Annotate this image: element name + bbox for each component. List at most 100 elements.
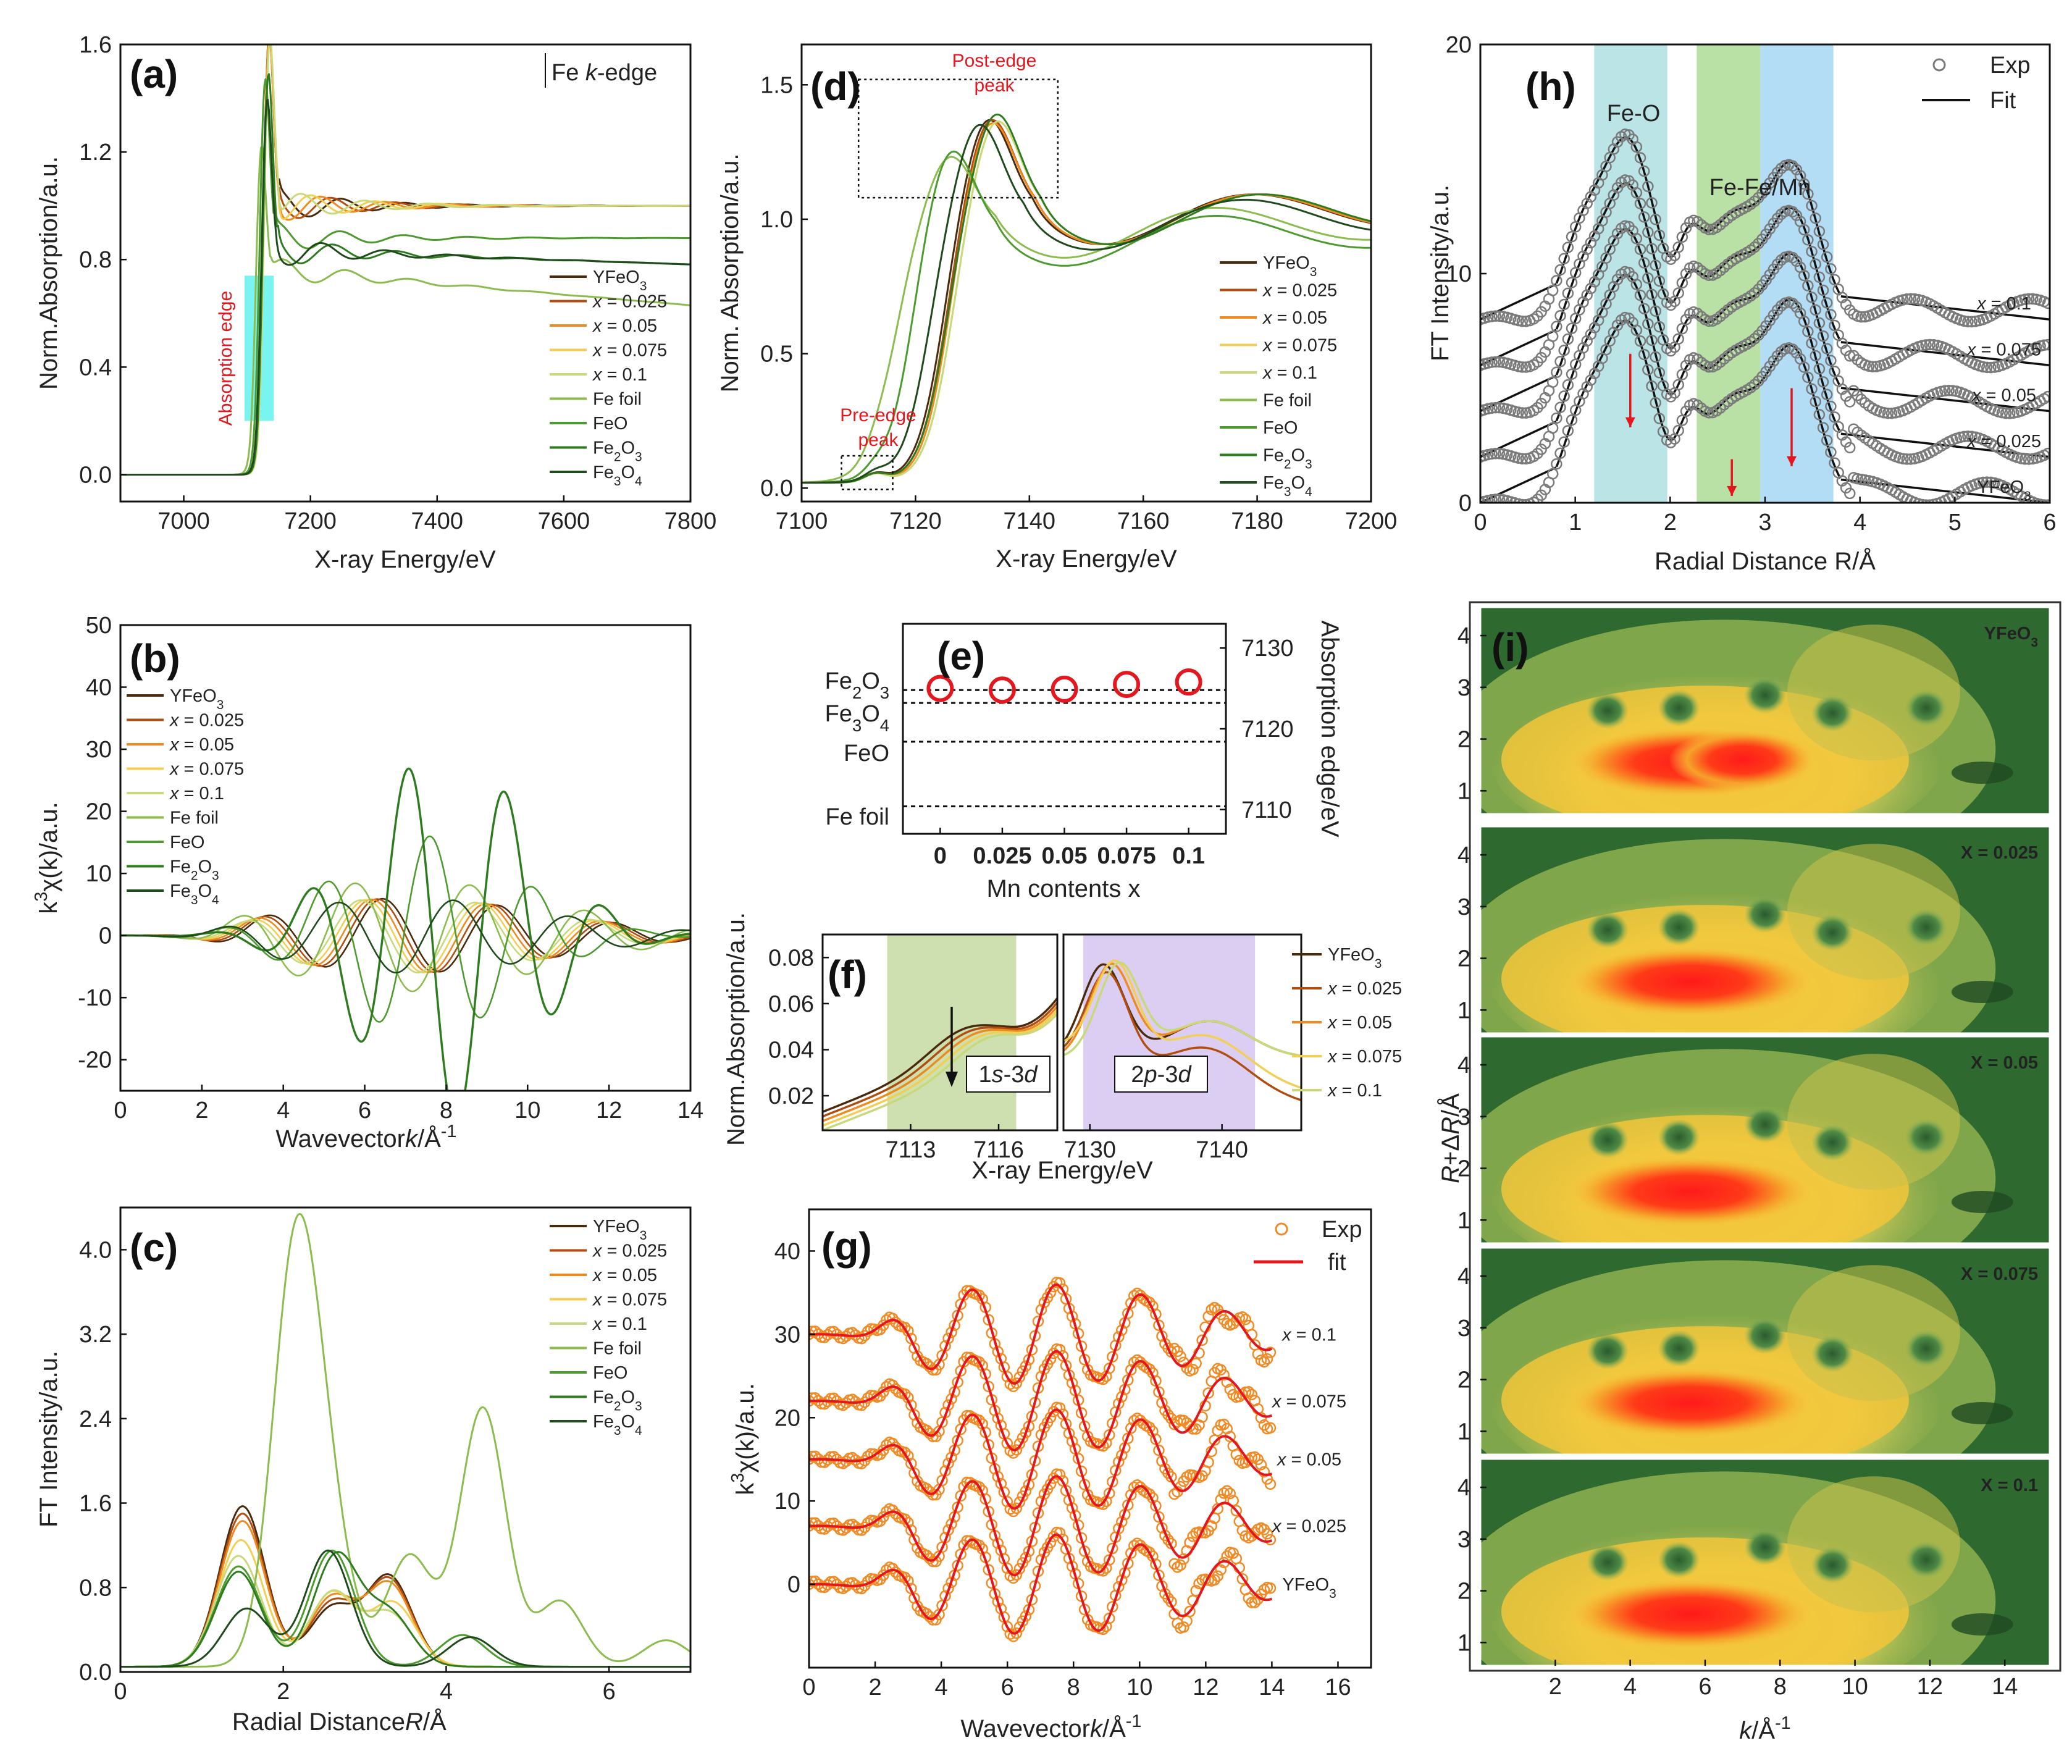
exp-point bbox=[1516, 453, 1529, 464]
wavelet-plot bbox=[1480, 1459, 2050, 1666]
post-edge-label: Post-edge bbox=[952, 51, 1037, 71]
label-box bbox=[966, 1056, 1051, 1093]
exp-point bbox=[1264, 1534, 1277, 1546]
exp-point bbox=[1153, 1444, 1165, 1456]
x-tick-label: 7100 bbox=[776, 508, 828, 534]
exp-point bbox=[1802, 326, 1814, 338]
exp-point bbox=[1175, 1350, 1186, 1363]
panel-label: (a) bbox=[130, 52, 178, 96]
exp-point bbox=[1566, 322, 1578, 334]
exp-point bbox=[887, 1563, 899, 1574]
exp-point bbox=[828, 1451, 840, 1463]
exp-point bbox=[1252, 1348, 1264, 1360]
exp-point bbox=[1810, 350, 1821, 362]
exp-point bbox=[1642, 318, 1654, 330]
exp-point bbox=[1665, 391, 1677, 403]
exp-point bbox=[1665, 253, 1677, 265]
exp-point bbox=[809, 1450, 818, 1463]
exp-point bbox=[1916, 498, 1928, 503]
fe-k-edge-label: Fe k-edge bbox=[552, 60, 657, 86]
y-tick-label: 2.4 bbox=[79, 1406, 112, 1432]
y-tick-label: 4 bbox=[1458, 623, 1470, 649]
exp-point bbox=[1486, 494, 1498, 503]
series-label: YFeO3 bbox=[1977, 477, 2031, 503]
exp-point bbox=[1650, 351, 1661, 363]
exp-point bbox=[1516, 361, 1529, 373]
exp-point bbox=[1261, 1528, 1273, 1540]
exp-point bbox=[973, 1414, 985, 1426]
map-dark-spot bbox=[1744, 896, 1786, 933]
exp-point bbox=[1535, 306, 1547, 318]
x-tick-label: 0 bbox=[1474, 510, 1487, 536]
exp-point bbox=[1642, 226, 1654, 238]
y-tick-label: 1 bbox=[1458, 998, 1470, 1023]
x-tick-label: 7000 bbox=[157, 508, 210, 534]
exp-point bbox=[1558, 298, 1570, 311]
x-tick-label: 0 bbox=[114, 1679, 127, 1705]
x-axis-title: X-ray Energy/eV bbox=[971, 1157, 1153, 1184]
exp-point bbox=[1566, 277, 1578, 288]
legend-label: Fe foil bbox=[170, 808, 219, 828]
axes-frame bbox=[1062, 933, 1302, 1132]
exp-point bbox=[1813, 363, 1826, 375]
x-tick-label: 7600 bbox=[538, 508, 590, 534]
panel-g: YFeO3 x = 0.025 x = 0.05 x = 0.075 x = 0.1 0 2… bbox=[728, 1208, 1372, 1742]
exp-point bbox=[1646, 288, 1658, 301]
map-hotspot bbox=[1566, 1156, 1814, 1228]
exp-point bbox=[1512, 498, 1524, 503]
exp-point bbox=[1653, 321, 1666, 333]
exp-point bbox=[1790, 209, 1803, 222]
exp-point bbox=[1905, 293, 1917, 305]
exp-point bbox=[2042, 338, 2050, 351]
exp-point bbox=[1962, 430, 1974, 442]
map-border bbox=[1479, 1035, 2051, 1245]
trend-arrow-head bbox=[1787, 456, 1797, 466]
y-tick-label: 40 bbox=[774, 1238, 800, 1264]
exp-point bbox=[1554, 401, 1566, 413]
plot-area-f-right bbox=[1063, 934, 1301, 1130]
exp-point bbox=[1551, 412, 1562, 424]
exp-point bbox=[887, 1504, 899, 1516]
exp-point bbox=[1634, 289, 1646, 301]
edge-point bbox=[1051, 675, 1078, 703]
heatmap-frame bbox=[1469, 601, 2062, 1672]
exp-point bbox=[1787, 251, 1798, 264]
exp-point bbox=[973, 1539, 985, 1552]
panel-a: 7000 7200 7400 7600 7800 0.0 0.4 0.8 1.2 1.6 (a) Fe… bbox=[35, 32, 716, 573]
exp-point bbox=[1813, 409, 1826, 421]
map-dark-spot bbox=[1744, 1317, 1786, 1354]
exp-point bbox=[1821, 434, 1833, 447]
exp-point bbox=[1493, 494, 1506, 503]
exp-point bbox=[1630, 324, 1643, 337]
y-tick-label: 10 bbox=[1446, 261, 1472, 287]
x-axis-title: Wavevector bbox=[960, 1715, 1090, 1742]
map-dark-spot bbox=[1905, 1330, 1947, 1367]
exp-point bbox=[1813, 317, 1826, 329]
legend-label: YFeO3 bbox=[593, 1217, 647, 1243]
y-tick-label: 0.8 bbox=[79, 1575, 112, 1601]
exp-point bbox=[1236, 1311, 1249, 1323]
series-label: x = 0.025 bbox=[1966, 432, 2041, 452]
exp-point bbox=[1516, 315, 1529, 327]
exp-point bbox=[1680, 222, 1692, 234]
legend-label: x = 0.1 bbox=[592, 1314, 647, 1334]
exp-point bbox=[1490, 310, 1501, 322]
exp-point bbox=[1863, 360, 1875, 372]
y-axis-title: Norm.Absorption/a.u. bbox=[723, 912, 750, 1146]
exp-point bbox=[855, 1332, 868, 1345]
plot-area-e bbox=[903, 668, 1226, 808]
y-tick-label: 4 bbox=[1458, 1264, 1470, 1290]
exp-point bbox=[899, 1322, 911, 1334]
map-dark-spot bbox=[1658, 1541, 1700, 1579]
exp-point bbox=[1638, 165, 1650, 177]
series-line-x0.075 bbox=[1063, 959, 1301, 1089]
exp-point bbox=[809, 1325, 818, 1337]
axes-frame bbox=[119, 43, 692, 503]
panel-label: (i) bbox=[1491, 625, 1529, 670]
y-tick-label: 3 bbox=[1458, 894, 1470, 920]
fit-line bbox=[1480, 466, 1557, 503]
legend-label: x = 0.05 bbox=[169, 735, 234, 755]
legend-label: Fe3O4 bbox=[593, 463, 642, 489]
wavelet-map: 1 2 3 4 X = 0.025 bbox=[1458, 825, 2051, 1035]
x-tick-label: 7200 bbox=[1345, 508, 1398, 534]
